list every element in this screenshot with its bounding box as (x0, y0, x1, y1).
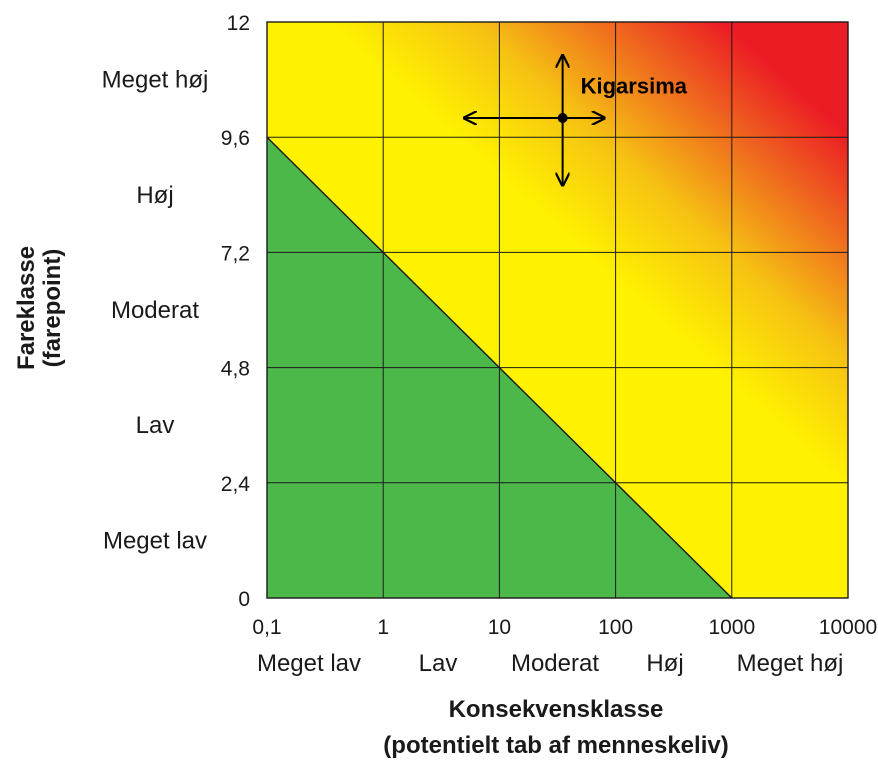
x-category-label: Meget høj (737, 650, 844, 677)
x-category-label: Meget lav (257, 650, 361, 677)
y-category-label: Meget høj (102, 67, 209, 94)
x-category-label: Høj (646, 650, 683, 677)
plot-frame (266, 21, 849, 599)
y-tick-labels: 0 2,4 4,8 7,2 9,6 12 (221, 12, 251, 611)
x-axis-subtitle: (potentielt tab af menneskeliv) (383, 732, 728, 759)
y-category-label: Meget lav (103, 527, 207, 554)
x-axis-title: Konsekvensklasse (449, 696, 664, 723)
y-tick-label: 2,4 (221, 473, 251, 496)
y-tick-label: 0 (238, 588, 250, 611)
data-point-marker (557, 113, 568, 123)
y-tick-label: 7,2 (221, 242, 250, 265)
y-category-label: Lav (136, 412, 175, 439)
data-point-label: Kigarsima (581, 74, 688, 99)
x-tick-label: 1000 (708, 616, 755, 639)
x-category-label: Lav (419, 650, 458, 677)
x-category-labels: Meget lav Lav Moderat Høj Meget høj (257, 650, 843, 677)
y-axis-title: Fareklasse (13, 246, 40, 370)
y-category-label: Høj (136, 182, 173, 209)
x-category-label: Moderat (511, 650, 599, 677)
y-axis-subtitle: (farepoint) (39, 249, 66, 368)
y-tick-label: 4,8 (221, 358, 250, 381)
y-tick-label: 12 (227, 12, 250, 35)
x-tick-label: 10 (488, 616, 511, 639)
y-category-label: Moderat (111, 297, 199, 324)
x-tick-labels: 0,1 1 10 100 1000 10000 (252, 616, 877, 639)
y-tick-label: 9,6 (221, 127, 250, 150)
y-category-labels: Meget lav Lav Moderat Høj Meget høj (102, 67, 209, 555)
x-tick-label: 100 (598, 616, 633, 639)
x-tick-label: 1 (377, 616, 389, 639)
data-points: Kigarsima (464, 56, 688, 186)
x-tick-label: 10000 (819, 616, 877, 639)
x-tick-label: 0,1 (252, 616, 281, 639)
